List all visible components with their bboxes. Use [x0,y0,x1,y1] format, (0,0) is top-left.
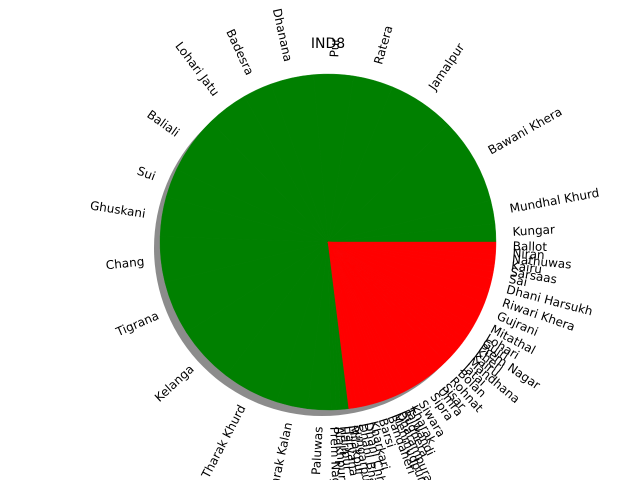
slice-label: Tharak Kalan [264,421,295,480]
slice-label: Kairu [510,259,542,277]
slice-label: Ghuskani [89,198,146,220]
slice-label: Mundhal Khurd [509,186,601,216]
slice-label: Ratera [371,24,395,66]
slice-label: Haryana [342,425,362,477]
slice-label: Tigrana [113,308,161,339]
slice-label: Pur [327,37,342,57]
slice-label: Dhanana [270,7,295,63]
slice-label: Prem Nagar [327,426,343,480]
slice-label: Chang [105,254,145,272]
slice-label: Haripur [337,426,355,472]
slice-label: Jamalpur [425,41,467,94]
slice-label: Tharak Khurd [198,403,248,480]
slice-label: Lohari Jatu [172,39,222,99]
pie-slice [327,241,497,250]
slice-label: Ballot [513,239,548,254]
pie-slices [159,73,497,411]
slice-label: Nathuwas [511,252,572,271]
slice-label: Sui [135,164,157,184]
slice-label: Sai [508,272,529,289]
slice-label: Paluwas [309,426,325,475]
slice-label: Kelanga [152,362,197,405]
chart-title: IND8 [311,36,345,52]
slice-label: Alakhpura [332,426,350,480]
slice-label: Kungar [512,223,555,239]
pie-slice [327,124,492,243]
slice-label: Milakpur [346,424,367,477]
slice-label: Badesra [223,27,256,77]
slice-label: Niran [512,246,545,262]
slice-label: Baliali [144,107,182,140]
slice-label: Bawani Khera [486,105,565,158]
